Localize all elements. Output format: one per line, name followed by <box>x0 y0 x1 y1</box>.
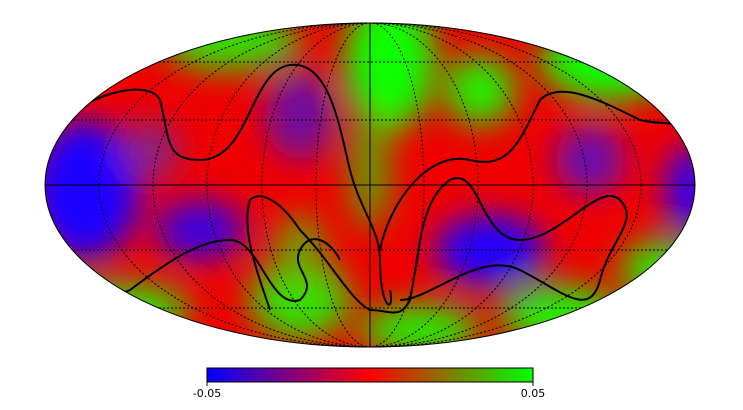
axes <box>44 22 696 348</box>
colorbar-tick-label: 0.05 <box>521 387 546 400</box>
map-field <box>45 23 695 347</box>
colorbar <box>206 367 534 383</box>
colorbar-tick-label: -0.05 <box>193 387 221 400</box>
